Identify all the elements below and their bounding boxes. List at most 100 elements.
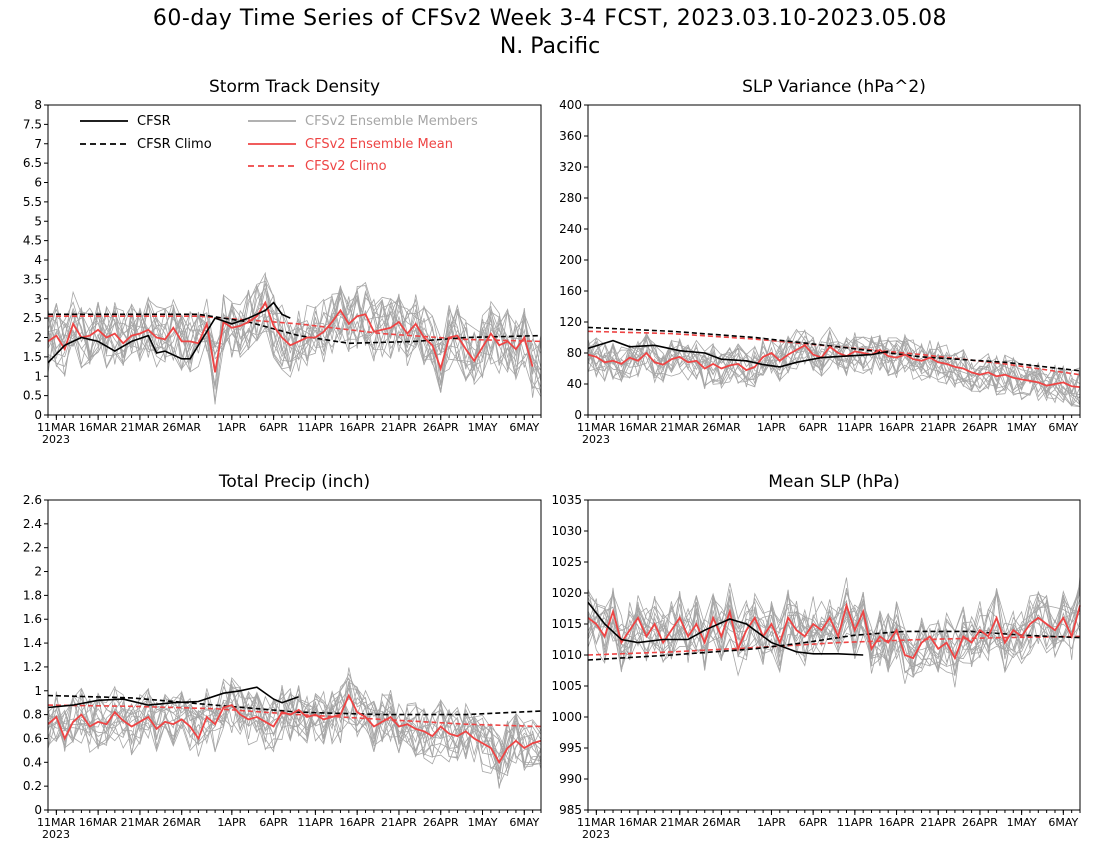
ensemble-mean-line bbox=[47, 693, 542, 765]
x-tick-label: 26MAR bbox=[702, 421, 741, 434]
y-tick-label: 0 bbox=[34, 408, 42, 422]
ensemble-member-line bbox=[47, 280, 542, 402]
cfsv2-climo-line bbox=[47, 704, 542, 728]
ensemble-members bbox=[587, 326, 1081, 407]
x-tick-label: 21APR bbox=[381, 421, 417, 434]
y-tick-label: 5 bbox=[34, 214, 42, 228]
y-tick-label: 4 bbox=[34, 253, 42, 267]
x-tick-label: 16APR bbox=[339, 421, 375, 434]
x-tick-label: 16APR bbox=[879, 421, 915, 434]
x-tick-label: 6APR bbox=[799, 816, 828, 829]
x-tick-label: 6MAY bbox=[509, 816, 539, 829]
x-tick-label: 11MAR bbox=[577, 816, 616, 829]
x-tick-label: 6APR bbox=[259, 816, 288, 829]
y-tick-label: 4.5 bbox=[23, 234, 42, 248]
ensemble-mean-line bbox=[587, 602, 1081, 661]
y-tick-label: 6.5 bbox=[23, 156, 42, 170]
y-tick-label: 7.5 bbox=[23, 117, 42, 131]
y-tick-label: 2.4 bbox=[23, 517, 42, 531]
y-tick-label: 1005 bbox=[551, 679, 582, 693]
x-year-label: 2023 bbox=[582, 433, 610, 446]
y-tick-label: 1.8 bbox=[23, 588, 42, 602]
x-tick-label: 1MAY bbox=[1007, 421, 1037, 434]
y-tick-label: 280 bbox=[559, 191, 582, 205]
x-tick-label: 1MAY bbox=[468, 421, 498, 434]
plot-frame bbox=[47, 104, 542, 416]
y-tick-label: 360 bbox=[559, 129, 582, 143]
y-tick-label: 1025 bbox=[551, 555, 582, 569]
x-tick-label: 26APR bbox=[423, 816, 459, 829]
x-tick-label: 6APR bbox=[799, 421, 828, 434]
y-tick-label: 7 bbox=[34, 137, 42, 151]
y-tick-label: 2 bbox=[34, 331, 42, 345]
y-tick-label: 1.2 bbox=[23, 660, 42, 674]
x-year-label: 2023 bbox=[582, 828, 610, 841]
ensemble-member-line bbox=[47, 678, 542, 764]
panel-title: Storm Track Density bbox=[209, 77, 380, 97]
ensemble-member-line bbox=[47, 282, 542, 388]
ensemble-member-line bbox=[587, 592, 1081, 678]
ensemble-members bbox=[47, 271, 542, 405]
y-tick-label: 5.5 bbox=[23, 195, 42, 209]
cfsv2-climo-line bbox=[587, 635, 1081, 656]
cfsr-line bbox=[47, 686, 299, 709]
y-tick-label: 160 bbox=[559, 284, 582, 298]
ensemble-members bbox=[587, 575, 1081, 688]
x-tick-label: 21MAR bbox=[121, 816, 160, 829]
x-tick-label: 1APR bbox=[217, 816, 246, 829]
ensemble-member-line bbox=[47, 687, 542, 777]
y-tick-label: 1.5 bbox=[23, 350, 42, 364]
y-tick-label: 0.5 bbox=[23, 389, 42, 403]
y-tick-label: 1 bbox=[34, 684, 42, 698]
y-tick-label: 1.4 bbox=[23, 636, 42, 650]
x-tick-label: 11MAR bbox=[37, 421, 76, 434]
x-tick-label: 11APR bbox=[297, 816, 333, 829]
y-tick-label: 3.5 bbox=[23, 272, 42, 286]
cfsr-line bbox=[587, 601, 864, 656]
y-tick-label: 2.6 bbox=[23, 493, 42, 507]
y-tick-label: 8 bbox=[34, 98, 42, 112]
legend-label-cfs-climo: CFSv2 Climo bbox=[305, 159, 387, 174]
x-tick-label: 21APR bbox=[381, 816, 417, 829]
y-tick-label: 2 bbox=[34, 565, 42, 579]
ensemble-member-line bbox=[47, 290, 542, 397]
x-tick-label: 11APR bbox=[837, 421, 873, 434]
y-tick-label: 0 bbox=[34, 803, 42, 817]
x-tick-label: 26APR bbox=[962, 421, 998, 434]
ensemble-member-line bbox=[587, 589, 1081, 677]
ensemble-member-line bbox=[47, 274, 542, 384]
x-tick-label: 16MAR bbox=[79, 421, 118, 434]
x-tick-label: 1APR bbox=[757, 816, 786, 829]
cfsr-climo-line bbox=[587, 326, 1081, 372]
x-year-label: 2023 bbox=[42, 828, 70, 841]
x-tick-label: 16MAR bbox=[619, 816, 658, 829]
x-tick-label: 11MAR bbox=[577, 421, 616, 434]
legend-label-ens-members: CFSv2 Ensemble Members bbox=[305, 114, 478, 129]
x-tick-label: 11APR bbox=[837, 816, 873, 829]
y-tick-label: 3 bbox=[34, 292, 42, 306]
x-tick-label: 6MAY bbox=[1048, 421, 1078, 434]
panel-precip: Total Precip (inch) 0 0.2 0.4 0.6 0.8 1 1.2 1.4 1… bbox=[23, 472, 542, 841]
y-tick-label: 1000 bbox=[551, 710, 582, 724]
ensemble-member-line bbox=[587, 339, 1081, 407]
panel-slp_var: SLP Variance (hPa^2) 0 40 80 120 160 200 240 280… bbox=[559, 77, 1081, 446]
y-tick-label: 320 bbox=[559, 160, 582, 174]
y-tick-label: 0 bbox=[574, 408, 582, 422]
y-tick-label: 985 bbox=[559, 803, 582, 817]
x-tick-label: 6MAY bbox=[509, 421, 539, 434]
legend-label-cfsr-climo: CFSR Climo bbox=[137, 137, 212, 152]
ensemble-mean-line bbox=[587, 344, 1081, 388]
x-tick-label: 1MAY bbox=[468, 816, 498, 829]
y-tick-label: 0.4 bbox=[23, 755, 42, 769]
ensemble-member-line bbox=[47, 302, 542, 383]
y-tick-label: 1 bbox=[34, 369, 42, 383]
plot-frame bbox=[47, 499, 542, 811]
x-tick-label: 26APR bbox=[423, 421, 459, 434]
x-tick-label: 26MAR bbox=[162, 421, 201, 434]
panel-title: Total Precip (inch) bbox=[218, 472, 370, 492]
ensemble-member-line bbox=[47, 284, 542, 405]
region-subtitle: N. Pacific bbox=[499, 34, 601, 59]
panel-storm: Storm Track Density 0 0.5 1 1.5 2 2.5 3 3.5 4 4.5 5… bbox=[23, 77, 542, 446]
x-tick-label: 16APR bbox=[879, 816, 915, 829]
